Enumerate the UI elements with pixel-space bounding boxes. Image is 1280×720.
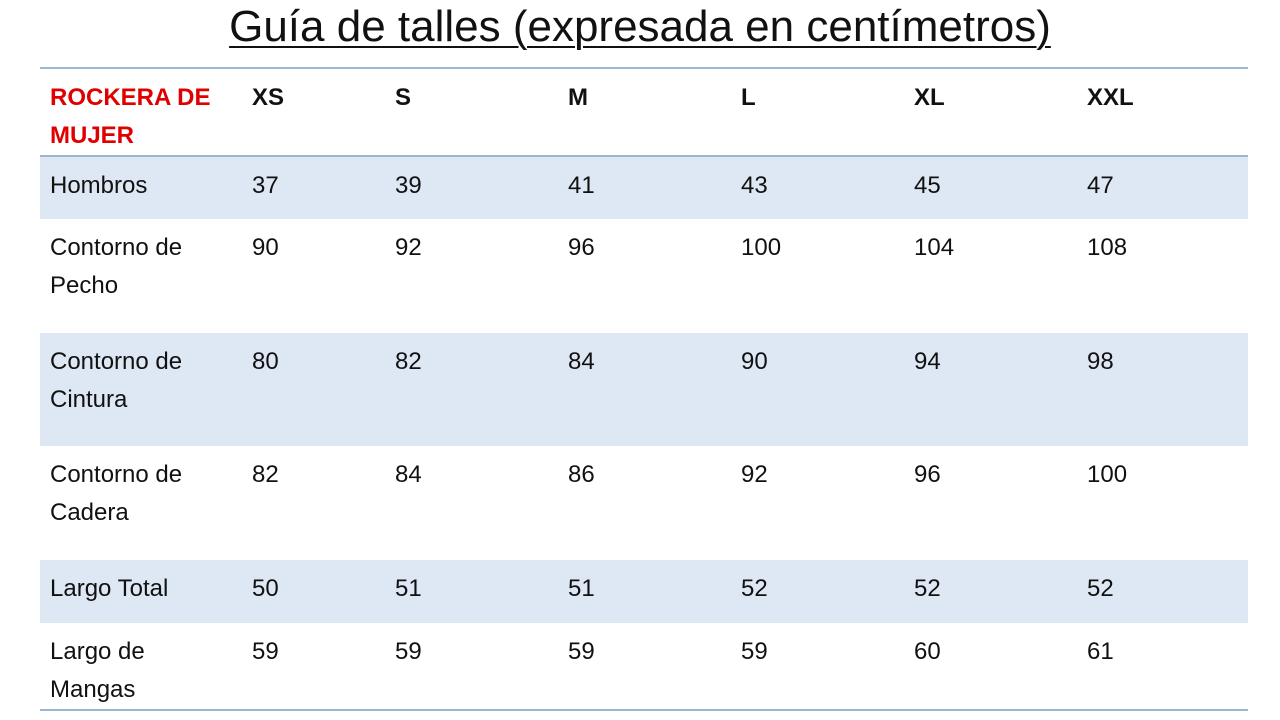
measure-value: 80 <box>252 348 279 375</box>
measure-value: 50 <box>252 575 279 602</box>
table-row: Largo Total 50 51 51 52 52 52 <box>40 560 1248 623</box>
measure-label: Contorno de Pecho <box>50 234 183 299</box>
table-header: ROCKERA DE MUJER XS S M L XL XXL <box>40 68 1248 156</box>
measure-value: 59 <box>741 638 768 665</box>
measure-value: 82 <box>252 461 279 488</box>
measure-value: 90 <box>741 348 768 375</box>
table-body: Hombros 37 39 41 43 45 47 Contorno de Pecho 90 92… <box>40 156 1248 710</box>
measure-value: 108 <box>1087 234 1128 261</box>
measure-value: 51 <box>395 575 422 602</box>
measure-value: 41 <box>568 172 595 199</box>
measure-value: 82 <box>395 348 422 375</box>
measure-value: 100 <box>1087 461 1128 488</box>
measure-value: 86 <box>568 461 595 488</box>
table-row: Hombros 37 39 41 43 45 47 <box>40 156 1248 219</box>
measure-value: 59 <box>252 638 279 665</box>
measure-value: 51 <box>568 575 595 602</box>
measure-label: Contorno de Cintura <box>50 348 183 413</box>
measure-value: 39 <box>395 172 422 199</box>
measure-value: 59 <box>568 638 595 665</box>
size-header: XXL <box>1087 84 1134 111</box>
header-row: ROCKERA DE MUJER XS S M L XL XXL <box>40 68 1248 156</box>
measure-value: 98 <box>1087 348 1114 375</box>
measure-value: 96 <box>568 234 595 261</box>
measure-value: 90 <box>252 234 279 261</box>
measure-value: 84 <box>568 348 595 375</box>
measure-value: 37 <box>252 172 279 199</box>
measure-value: 60 <box>914 638 941 665</box>
measure-value: 52 <box>914 575 941 602</box>
table-row: Contorno de Pecho 90 92 96 100 104 108 <box>40 219 1248 333</box>
measure-label: Largo de Mangas <box>50 638 145 703</box>
page-title: Guía de talles (expresada en centímetros… <box>229 2 1051 51</box>
measure-value: 104 <box>914 234 955 261</box>
table-row: Contorno de Cadera 82 84 86 92 96 100 <box>40 446 1248 560</box>
size-header: L <box>741 84 756 111</box>
table-row: Contorno de Cintura 80 82 84 90 94 98 <box>40 333 1248 446</box>
size-table: ROCKERA DE MUJER XS S M L XL XXL Hombros 37 39 41… <box>40 67 1248 711</box>
size-header: M <box>568 84 588 111</box>
size-header: S <box>395 84 412 111</box>
measure-label: Hombros <box>50 172 148 199</box>
measure-value: 52 <box>1087 575 1114 602</box>
measure-value: 61 <box>1087 638 1114 665</box>
measure-value: 59 <box>395 638 422 665</box>
size-header: XL <box>914 84 945 111</box>
measure-value: 45 <box>914 172 941 199</box>
measure-value: 47 <box>1087 172 1114 199</box>
corner-header: ROCKERA DE MUJER <box>50 84 211 149</box>
measure-value: 52 <box>741 575 768 602</box>
measure-value: 94 <box>914 348 941 375</box>
measure-value: 100 <box>741 234 782 261</box>
measure-label: Contorno de Cadera <box>50 461 183 526</box>
table-row: Largo de Mangas 59 59 59 59 60 61 <box>40 623 1248 710</box>
measure-value: 96 <box>914 461 941 488</box>
size-header: XS <box>252 84 285 111</box>
measure-label: Largo Total <box>50 575 169 602</box>
measure-value: 43 <box>741 172 768 199</box>
measure-value: 92 <box>395 234 422 261</box>
measure-value: 84 <box>395 461 422 488</box>
measure-value: 92 <box>741 461 768 488</box>
